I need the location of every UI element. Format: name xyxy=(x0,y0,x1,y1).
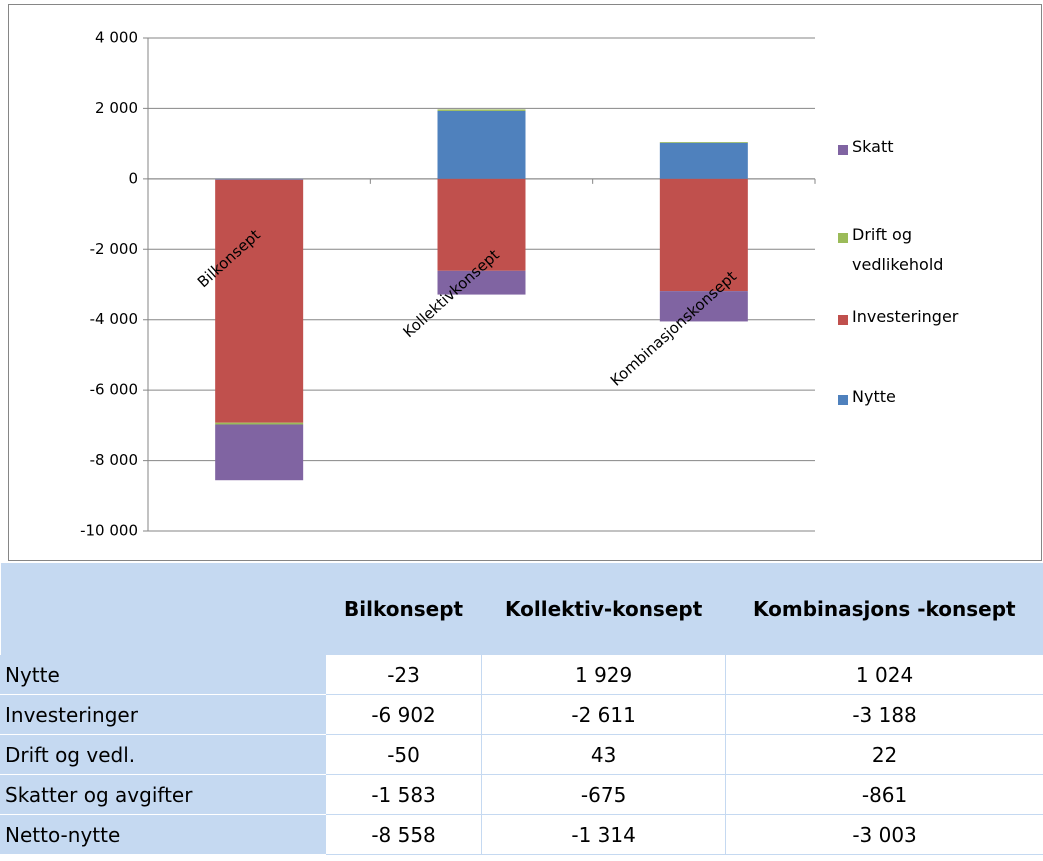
bar-segment xyxy=(437,178,526,271)
table-row: Netto-nytte -8 558 -1 314 -3 003 xyxy=(0,814,1043,855)
table-row: Nytte -23 1 929 1 024 xyxy=(0,655,1043,695)
y-tick-label: 2 000 xyxy=(95,99,138,117)
bar-segment xyxy=(659,142,748,143)
table-cell: 43 xyxy=(481,734,726,775)
bar-segment xyxy=(215,422,304,425)
row-label: Skatter og avgifter xyxy=(0,774,326,815)
table-row: Investeringer -6 902 -2 611 -3 188 xyxy=(0,694,1043,735)
table-cell: -2 611 xyxy=(481,694,726,735)
legend-label: Drift og vedlikehold xyxy=(852,225,944,274)
y-tick-label: 4 000 xyxy=(95,29,138,47)
data-table: Bilkonsept Kollektiv-konsept Kombinasjons … xyxy=(0,563,1043,855)
bar-segment xyxy=(659,178,748,292)
table-row: Drift og vedl. -50 43 22 xyxy=(0,734,1043,775)
table-cell: -6 902 xyxy=(324,694,482,735)
table-cell: -3 188 xyxy=(725,694,1043,735)
table-body: Nytte -23 1 929 1 024 Investeringer -6 902 -2 … xyxy=(0,655,1043,855)
bar-segment xyxy=(215,179,304,423)
bar-segment xyxy=(659,291,748,322)
table-cell: 1 024 xyxy=(725,655,1043,695)
table-cell: -861 xyxy=(725,774,1043,815)
header-cell: Bilkonsept xyxy=(325,563,482,655)
bar-segment xyxy=(215,424,304,481)
table-cell: -23 xyxy=(324,655,482,695)
legend-label: Nytte xyxy=(852,387,896,406)
legend-item: Nytte xyxy=(838,387,1038,412)
bar-segment xyxy=(437,270,526,295)
bar-segment xyxy=(659,142,748,179)
legend-swatch xyxy=(838,145,848,155)
table-cell: -1 583 xyxy=(324,774,482,815)
legend-item: Investeringer xyxy=(838,307,1038,332)
table-cell: -3 003 xyxy=(725,814,1043,855)
y-tick-label: -10 000 xyxy=(80,522,138,540)
row-label: Netto-nytte xyxy=(0,814,326,855)
table-cell: -675 xyxy=(481,774,726,815)
table-cell: -1 314 xyxy=(481,814,726,855)
header-cell: Kollektiv-konsept xyxy=(481,563,726,655)
header-cell: Kombinasjons -konsept xyxy=(725,563,1043,655)
legend-item: Skatt xyxy=(838,137,1038,162)
legend-label: Investeringer xyxy=(852,307,959,326)
legend-item: Drift og vedlikehold xyxy=(838,225,1038,280)
table-cell: 22 xyxy=(725,734,1043,775)
bar-segment xyxy=(437,109,526,111)
row-label: Nytte xyxy=(0,655,326,695)
bar-segment xyxy=(215,178,304,180)
table-cell: 1 929 xyxy=(481,655,726,695)
header-row: Bilkonsept Kollektiv-konsept Kombinasjons … xyxy=(0,563,1043,655)
legend-swatch xyxy=(838,233,848,243)
chart: -10 000 -8 000 -6 000 -4 000 -2 000 0 2 000 4 0… xyxy=(8,4,1042,561)
y-tick-label: -4 000 xyxy=(90,310,138,328)
legend-swatch xyxy=(838,315,848,325)
y-tick-label: 0 xyxy=(128,169,138,187)
y-tick-label: -6 000 xyxy=(90,381,138,399)
table-cell: -8 558 xyxy=(324,814,482,855)
row-label: Investeringer xyxy=(0,694,326,735)
table-row: Skatter og avgifter -1 583 -675 -861 xyxy=(0,774,1043,815)
y-tick-label: -8 000 xyxy=(90,451,138,469)
row-label: Drift og vedl. xyxy=(0,734,326,775)
legend-label: Skatt xyxy=(852,137,894,156)
y-tick-label: -2 000 xyxy=(90,240,138,258)
corner-cell xyxy=(0,563,326,655)
table-cell: -50 xyxy=(324,734,482,775)
legend-swatch xyxy=(838,395,848,405)
bar-segment xyxy=(437,110,526,179)
